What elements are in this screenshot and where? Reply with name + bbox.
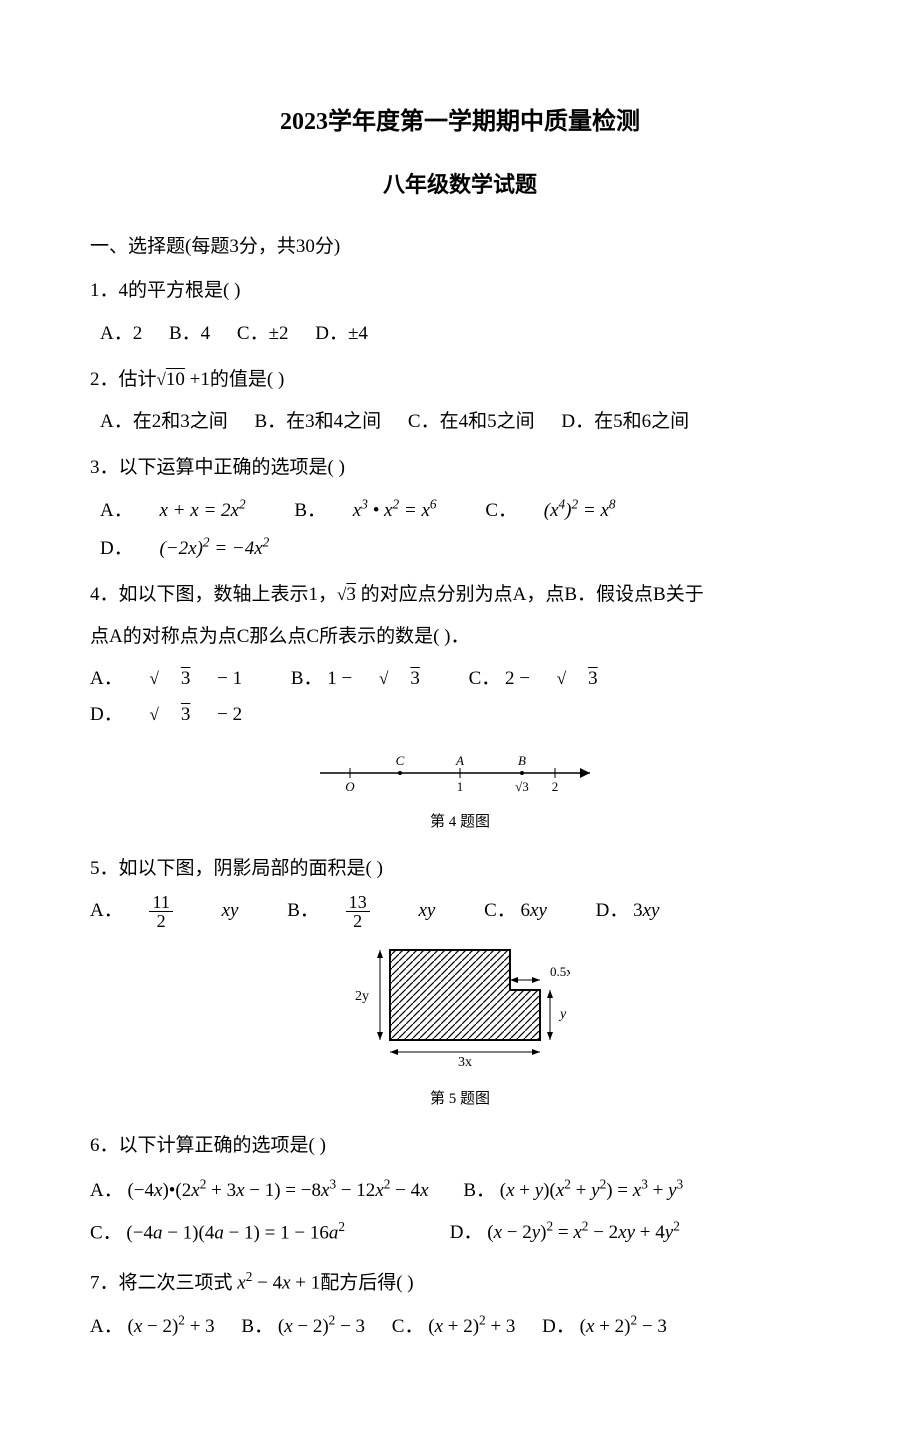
q1-options: A．2 B．4 C．±2 D．±4: [90, 316, 830, 352]
q6-opt-a: A． (−4x)•(2x2 + 3x − 1) = −8x3 − 12x2 − …: [90, 1180, 429, 1201]
q1-opt-d: D．±4: [315, 323, 368, 344]
q1-stem: 1．4的平方根是( ): [90, 280, 240, 301]
svg-text:y: y: [558, 1007, 567, 1022]
q3-opt-a: A． x + x = 2x2: [100, 500, 268, 521]
q3-opt-c: C． (x4)2 = x8: [485, 500, 637, 521]
question-5: 5．如以下图，阴影局部的面积是( ): [90, 851, 830, 887]
number-line-icon: O C A 1 B √3 2: [310, 743, 610, 793]
q4-line1-post: 的对应点分别为点A，点B．假设点B关于: [356, 584, 704, 605]
q6-opt-b: B． (x + y)(x2 + y2) = x3 + y3: [463, 1180, 683, 1201]
svg-text:A: A: [455, 753, 464, 768]
q5-opt-a: A． 112 xy: [90, 900, 260, 921]
section-1-header: 一、选择题(每题3分，共30分): [90, 229, 830, 265]
svg-text:B: B: [518, 753, 526, 768]
q2-opt-d: D．在5和6之间: [561, 411, 689, 432]
q2-sqrt: 10: [166, 369, 185, 390]
q6-opt-c: C． (−4a − 1)(4a − 1) = 1 − 16a2: [90, 1212, 445, 1254]
svg-text:0.5x: 0.5x: [550, 964, 570, 979]
q7-opt-a: A． (x − 2)2 + 3: [90, 1316, 215, 1337]
q2-stem-post: +1的值是( ): [185, 369, 284, 390]
q4-options: A． √3 − 1 B． 1 − √3 C． 2 − √3 D． √3 − 2: [80, 661, 830, 733]
q1-opt-a: A．2: [100, 323, 142, 344]
q5-opt-d: D． 3xy: [596, 900, 682, 921]
q1-opt-c: C．±2: [237, 323, 289, 344]
q6-options: A． (−4x)•(2x2 + 3x − 1) = −8x3 − 12x2 − …: [90, 1170, 830, 1254]
q4-opt-d: D． √3 − 2: [90, 704, 264, 725]
q4-fig-caption: 第 4 题图: [90, 808, 830, 837]
sub-title: 八年级数学试题: [90, 164, 830, 206]
question-4: 4．如以下图，数轴上表示1，√3 的对应点分别为点A，点B．假设点B关于: [90, 577, 830, 613]
q5-opt-b: B． 132 xy: [287, 900, 457, 921]
svg-text:1: 1: [457, 779, 464, 793]
q4-line1-sqrt: 3: [346, 584, 356, 605]
q7-opt-b: B． (x − 2)2 − 3: [241, 1316, 365, 1337]
q6-opt-d: D． (x − 2y)2 = x2 − 2xy + 4y2: [450, 1222, 680, 1243]
svg-text:3x: 3x: [458, 1055, 472, 1070]
svg-text:O: O: [345, 779, 355, 793]
q2-opt-c: C．在4和5之间: [408, 411, 535, 432]
q4-opt-c: C． 2 − √3: [469, 668, 620, 689]
q4-line2: 点A的对称点为点C那么点C所表示的数是( )．: [90, 619, 830, 655]
q2-options: A．在2和3之间 B．在3和4之间 C．在4和5之间 D．在5和6之间: [90, 404, 830, 440]
q4-figure: O C A 1 B √3 2 第 4 题图: [90, 743, 830, 837]
svg-text:2: 2: [552, 779, 559, 793]
question-6: 6．以下计算正确的选项是( ): [90, 1128, 830, 1164]
main-title: 2023学年度第一学期期中质量检测: [90, 100, 830, 146]
q5-figure: 2y 3x 0.5x y 第 5 题图: [90, 940, 830, 1114]
q5-fig-caption: 第 5 题图: [90, 1085, 830, 1114]
q5-opt-c: C． 6xy: [484, 900, 569, 921]
q2-opt-b: B．在3和4之间: [254, 411, 381, 432]
q2-stem-pre: 2．估计: [90, 369, 157, 390]
q7-options: A． (x − 2)2 + 3 B． (x − 2)2 − 3 C． (x + …: [80, 1307, 830, 1344]
question-2: 2．估计√10 +1的值是( ): [90, 362, 830, 398]
svg-text:C: C: [396, 753, 405, 768]
q3-opt-b: B． x3 • x2 = x6: [294, 500, 458, 521]
svg-text:2y: 2y: [355, 989, 369, 1004]
question-1: 1．4的平方根是( ): [90, 273, 830, 309]
q5-options: A． 112 xy B． 132 xy C． 6xy D． 3xy: [80, 893, 830, 930]
q3-options: A． x + x = 2x2 B． x3 • x2 = x6 C． (x4)2 …: [90, 492, 830, 567]
question-3: 3．以下运算中正确的选项是( ): [90, 450, 830, 486]
q4-opt-b: B． 1 − √3: [291, 668, 442, 689]
q7-opt-d: D． (x + 2)2 − 3: [542, 1316, 667, 1337]
shaded-area-icon: 2y 3x 0.5x y: [350, 940, 570, 1070]
q4-line1-pre: 4．如以下图，数轴上表示1，: [90, 584, 337, 605]
svg-text:√3: √3: [515, 779, 529, 793]
q7-opt-c: C． (x + 2)2 + 3: [392, 1316, 516, 1337]
q4-opt-a: A． √3 − 1: [90, 668, 264, 689]
q2-opt-a: A．在2和3之间: [100, 411, 228, 432]
q1-opt-b: B．4: [169, 323, 210, 344]
question-7: 7．将二次三项式 x2 − 4x + 1配方后得( ): [90, 1264, 830, 1301]
q3-opt-d: D． (−2x)2 = −4x2: [100, 538, 291, 559]
